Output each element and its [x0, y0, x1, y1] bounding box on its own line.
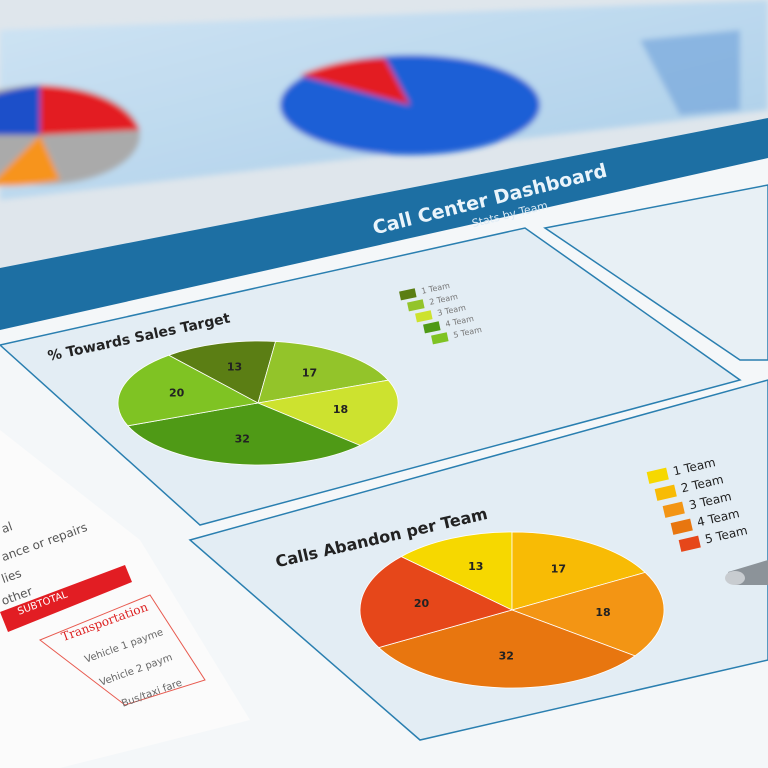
pie-slice: [378, 609, 636, 689]
legend-swatch: [678, 535, 701, 552]
slice-label: 13: [468, 560, 483, 573]
monitor-bars: [640, 30, 740, 115]
monitor-slice: [0, 135, 60, 186]
pie-slice: [167, 340, 277, 404]
legend-swatch: [407, 299, 425, 312]
slice-label: 32: [235, 433, 250, 446]
monitor-slice: [0, 85, 40, 135]
doc-line: al: [0, 519, 14, 536]
pie-slice: [510, 571, 665, 657]
legend-swatch: [646, 467, 669, 484]
legend-swatch: [415, 310, 433, 323]
legend-swatch: [399, 288, 417, 301]
monitor-pie-slice: [300, 58, 410, 105]
legend-swatch: [431, 332, 449, 345]
pie-slice: [127, 402, 362, 466]
pie-slice: [359, 556, 514, 649]
slice-label: 17: [551, 563, 566, 576]
monitor: [0, 0, 768, 200]
document: [0, 430, 250, 768]
slice-label: 20: [169, 387, 185, 400]
pie-slice: [400, 531, 513, 611]
slice-label: 18: [333, 403, 348, 416]
pen-tip: [725, 571, 745, 585]
monitor-slice: [40, 85, 140, 135]
doc-line: lies: [0, 566, 23, 586]
slice-label: 20: [414, 597, 430, 610]
transport-box: [39, 594, 206, 706]
slice-label: 32: [499, 650, 514, 663]
pie-slice: [117, 354, 260, 427]
pie-slice: [256, 379, 399, 446]
legend-swatch: [423, 321, 441, 334]
slice-label: 18: [595, 606, 610, 619]
slice-label: 17: [302, 367, 317, 380]
panel: [543, 184, 768, 361]
pie-slice: [257, 341, 389, 404]
legend-swatch: [654, 484, 677, 501]
slice-label: 13: [227, 360, 242, 373]
legend-swatch: [670, 518, 693, 535]
banner: [0, 118, 768, 330]
pie-slice: [511, 531, 646, 611]
legend-swatch: [662, 501, 685, 518]
subtotal-bar: [0, 565, 132, 632]
